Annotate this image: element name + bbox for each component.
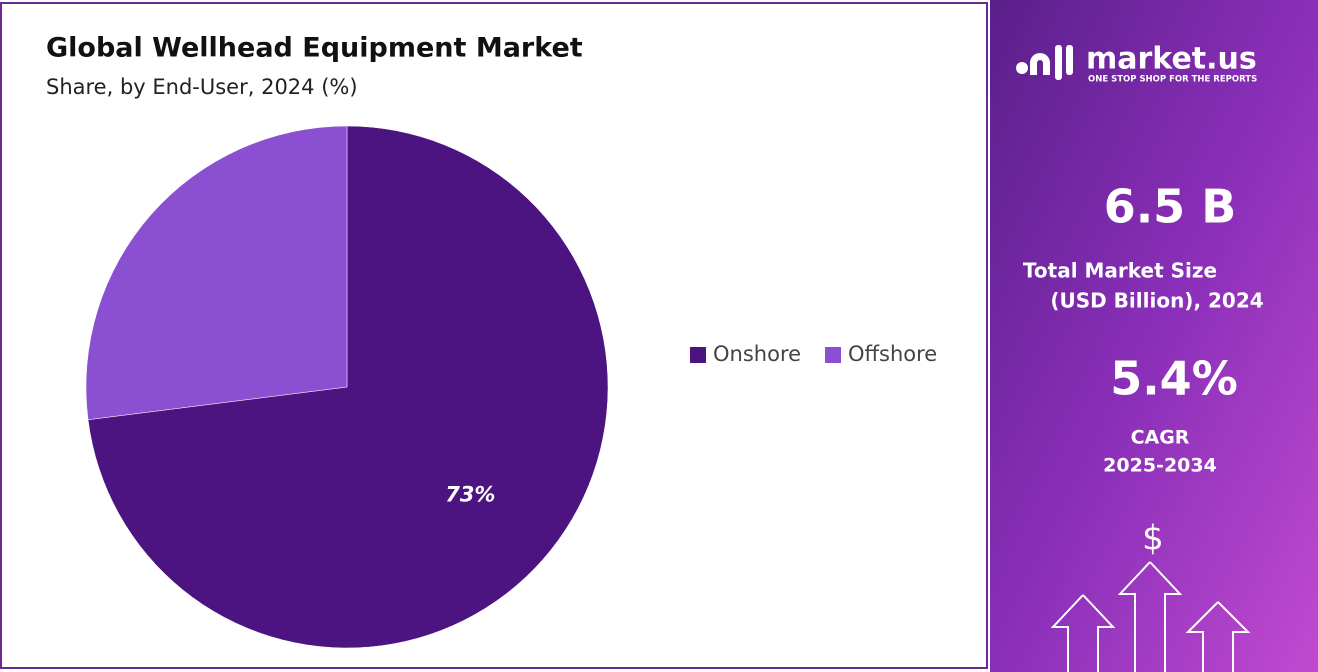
tagline: ONE STOP SHOP FOR THE REPORTS (1088, 75, 1257, 85)
pie-slice (85, 125, 348, 420)
chart-title: Global Wellhead Equipment Market (46, 33, 583, 64)
market-size-label: (USD Billion), 2024 (1050, 289, 1263, 313)
market-size-label: Total Market Size (1023, 259, 1217, 283)
legend-label: Onshore (713, 342, 801, 366)
legend-swatch (690, 347, 706, 363)
dollar-icon: $ (1142, 519, 1164, 559)
market-size: 6.5 B (1104, 180, 1237, 234)
legend-swatch (825, 347, 842, 363)
sidebar (990, 0, 1318, 672)
chart-subtitle: Share, by End-User, 2024 (%) (46, 75, 358, 99)
legend: Onshore Offshore (690, 342, 937, 366)
cagr-label: 2025-2034 (1103, 455, 1217, 477)
cagr: 5.4% (1110, 352, 1238, 406)
data-label: 73% (445, 483, 495, 507)
brand: market.us (1086, 42, 1257, 77)
pie: 73% (85, 125, 609, 649)
pie-slice (87, 125, 609, 649)
arrows (1050, 561, 1251, 672)
cagr-label: CAGR (1131, 427, 1190, 449)
logo-icon (1016, 45, 1073, 80)
legend-label: Offshore (848, 342, 937, 366)
